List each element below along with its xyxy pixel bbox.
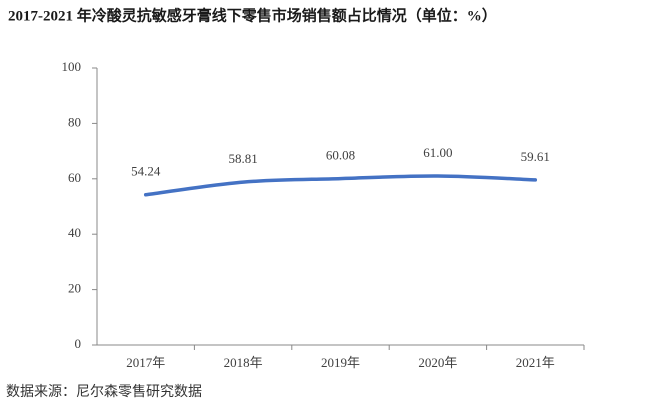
y-tick-label: 20: [68, 281, 81, 296]
value-label: 59.61: [521, 149, 550, 164]
value-label: 60.08: [326, 148, 355, 163]
y-tick-label: 80: [68, 114, 81, 129]
chart-title: 2017-2021 年冷酸灵抗敏感牙膏线下零售市场销售额占比情况（单位：%）: [8, 6, 497, 24]
value-label: 61.00: [423, 145, 452, 160]
data-line: [143, 174, 538, 197]
y-tick-label: 60: [68, 170, 81, 185]
source-note: 数据来源：尼尔森零售研究数据: [6, 384, 202, 400]
x-tick-label: 2019年: [321, 355, 360, 370]
x-tick-label: 2021年: [516, 355, 555, 370]
value-label: 58.81: [228, 151, 257, 166]
x-tick-label: 2018年: [224, 355, 263, 370]
y-tick-label: 0: [75, 336, 82, 351]
x-tick-label: 2020年: [418, 355, 457, 370]
value-label: 54.24: [131, 164, 161, 179]
y-tick-label: 100: [62, 59, 82, 74]
x-tick-label: 2017年: [126, 355, 165, 370]
y-tick-label: 40: [68, 225, 81, 240]
